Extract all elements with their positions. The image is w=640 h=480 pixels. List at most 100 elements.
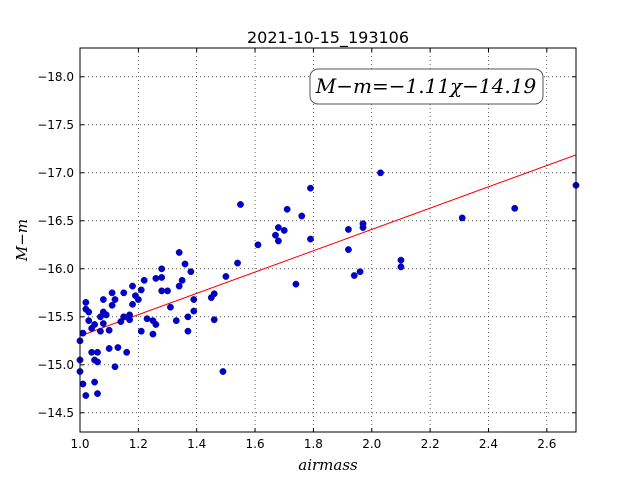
data-point <box>85 308 93 316</box>
data-point <box>184 313 192 321</box>
data-point <box>280 226 288 234</box>
data-point <box>283 205 291 213</box>
data-point <box>356 268 364 276</box>
data-point <box>458 214 466 222</box>
data-point <box>397 256 405 264</box>
data-point <box>210 316 218 324</box>
data-point <box>120 289 128 297</box>
data-point <box>219 368 227 375</box>
data-point <box>79 380 87 388</box>
x-tick-label: 2.0 <box>362 437 381 451</box>
chart-title: 2021-10-15_193106 <box>247 28 409 48</box>
x-tick-label: 2.4 <box>479 437 498 451</box>
data-point <box>175 249 183 256</box>
data-point <box>85 317 93 325</box>
data-point <box>143 315 151 323</box>
data-point <box>82 392 90 399</box>
y-tick-label: −16.5 <box>37 214 74 228</box>
data-point <box>359 220 367 228</box>
fit-line <box>79 154 577 337</box>
data-point <box>120 313 128 321</box>
fit-annotation: M−m=−1.11χ−14.19 <box>309 68 544 105</box>
data-point <box>164 287 171 295</box>
data-point <box>111 296 119 303</box>
data-point <box>108 301 116 309</box>
data-point <box>137 327 145 335</box>
data-point <box>274 237 282 245</box>
data-point <box>234 259 241 267</box>
y-tick-label: −15.5 <box>37 310 74 324</box>
data-point <box>511 204 519 212</box>
x-tick-label: 1.4 <box>187 437 206 451</box>
x-tick-label: 1.6 <box>246 437 265 451</box>
data-point <box>158 274 166 281</box>
data-point <box>126 311 134 319</box>
data-point <box>345 226 352 233</box>
x-tick-label: 2.2 <box>421 437 440 451</box>
data-point <box>345 246 352 254</box>
data-point <box>190 296 198 303</box>
data-point <box>178 276 186 284</box>
data-point <box>140 276 148 284</box>
y-tick-label: −18.0 <box>37 70 74 84</box>
y-tick-label: −17.0 <box>37 166 74 180</box>
data-point <box>175 282 183 290</box>
data-point <box>111 363 119 371</box>
x-tick-label: 1.8 <box>304 437 323 451</box>
data-point <box>377 169 384 177</box>
data-point <box>114 344 122 351</box>
plot-frame <box>79 47 577 433</box>
data-point <box>254 241 262 249</box>
data-point <box>158 287 166 295</box>
data-point <box>94 348 101 356</box>
data-point <box>237 201 244 208</box>
y-tick-label: −16.0 <box>37 262 74 276</box>
data-point <box>272 231 279 239</box>
data-point <box>181 260 189 268</box>
data-point <box>152 274 160 282</box>
x-tick-label: 2.6 <box>537 437 556 451</box>
data-point <box>184 327 192 335</box>
y-tick-label: −14.5 <box>37 406 74 420</box>
data-point <box>108 289 116 297</box>
data-point <box>307 184 314 192</box>
data-point <box>91 378 98 386</box>
data-point <box>350 272 358 279</box>
y-tick-label: −15.0 <box>37 358 74 372</box>
data-point <box>158 265 166 273</box>
ticks: 1.0 1.2 1.4 1.6 1.8 2.0 2.2 2.4 2.6 −14.5 −15.0 −15… <box>37 48 576 451</box>
data-layer <box>76 154 580 399</box>
data-point <box>79 329 87 337</box>
x-axis-label: airmass <box>298 456 358 474</box>
data-point <box>149 330 157 338</box>
data-point <box>94 358 101 366</box>
y-tick-label: −17.5 <box>37 118 74 132</box>
plot-background <box>80 48 576 432</box>
x-tick-label: 1.2 <box>129 437 148 451</box>
data-point <box>210 290 218 298</box>
data-point <box>102 311 110 319</box>
data-point <box>123 348 131 356</box>
data-point <box>105 345 113 352</box>
data-point <box>82 298 90 306</box>
data-point <box>274 224 282 231</box>
annotation-box <box>309 68 544 105</box>
data-point <box>94 390 101 397</box>
data-point <box>298 212 306 220</box>
data-point <box>152 321 160 328</box>
data-point <box>167 303 174 311</box>
annotation-text: M−m=−1.11χ−14.19 <box>315 74 537 98</box>
data-point <box>129 300 136 308</box>
data-point <box>88 348 96 356</box>
data-point <box>91 321 98 328</box>
y-axis-label: M−m <box>13 219 31 262</box>
data-point <box>105 326 113 334</box>
data-point <box>307 235 314 243</box>
data-point <box>97 327 104 335</box>
data-point <box>190 307 198 315</box>
data-point <box>134 296 142 303</box>
data-point <box>137 286 145 294</box>
data-point <box>187 268 195 276</box>
data-point <box>172 317 180 325</box>
